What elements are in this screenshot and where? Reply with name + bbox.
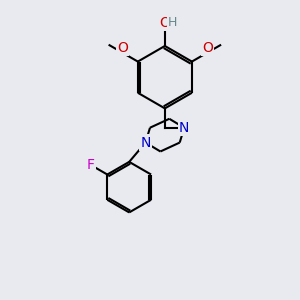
Text: F: F <box>87 158 94 172</box>
Text: O: O <box>159 16 170 30</box>
Text: N: N <box>179 121 189 135</box>
Text: O: O <box>117 41 128 55</box>
Text: H: H <box>168 16 178 29</box>
Text: O: O <box>202 41 213 55</box>
Text: N: N <box>140 136 151 150</box>
